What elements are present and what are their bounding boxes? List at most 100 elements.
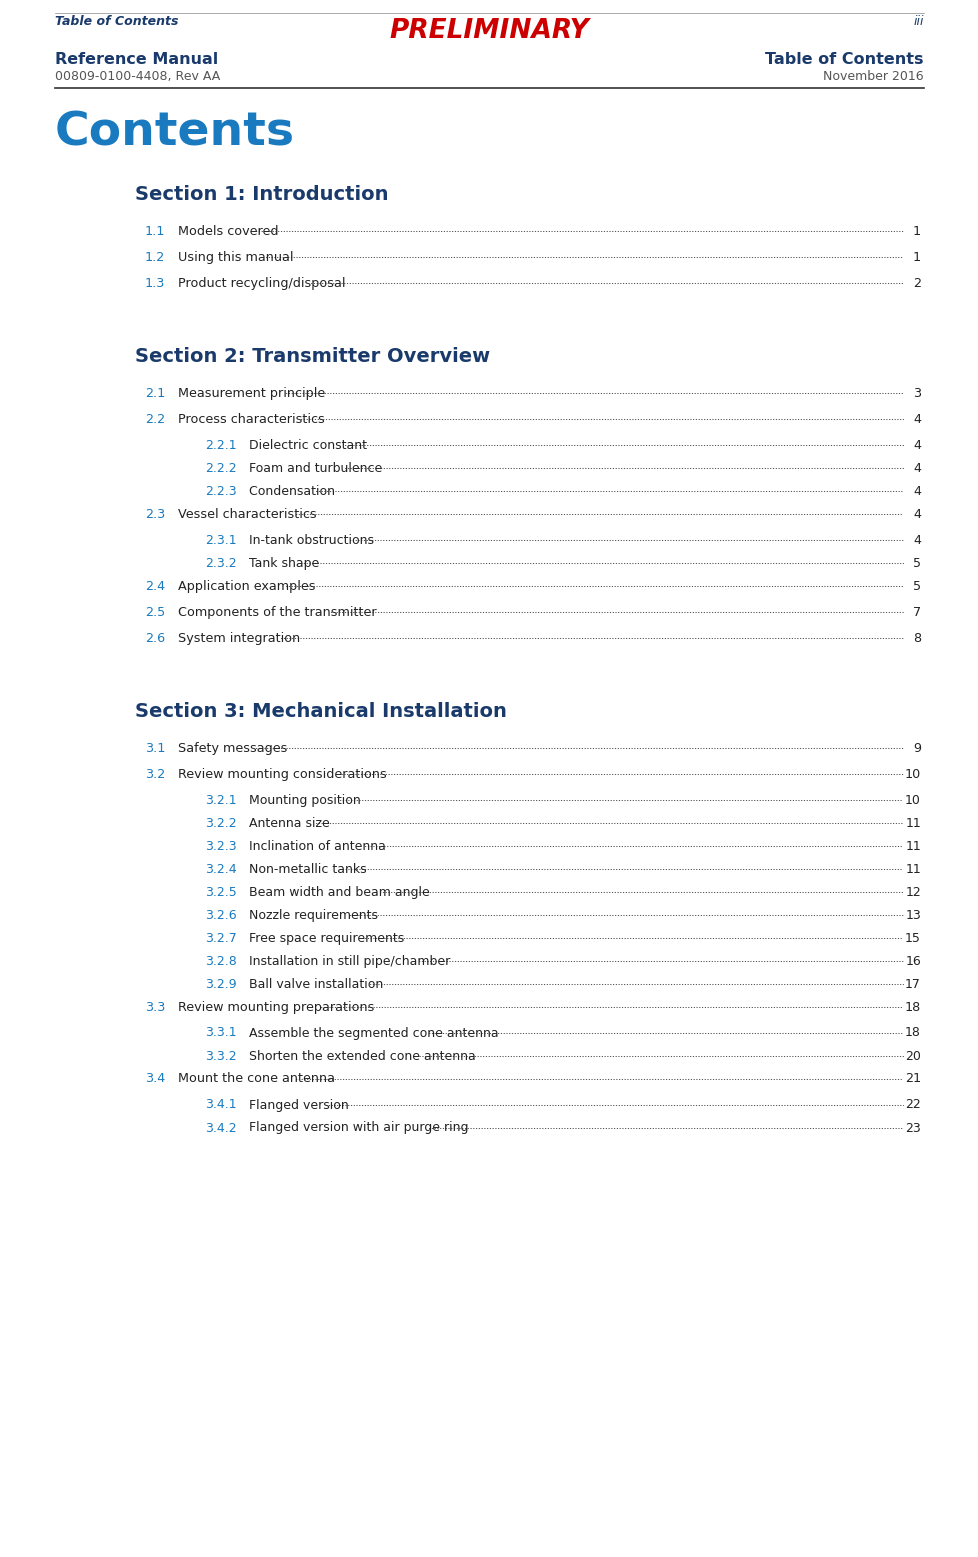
Text: Models covered: Models covered bbox=[178, 224, 283, 238]
Text: 1: 1 bbox=[911, 251, 920, 263]
Text: 1.3: 1.3 bbox=[145, 277, 165, 290]
Text: System integration: System integration bbox=[178, 632, 308, 645]
Text: Reference Manual: Reference Manual bbox=[55, 51, 218, 67]
Text: Dielectric constant: Dielectric constant bbox=[248, 439, 367, 452]
Text: 4: 4 bbox=[912, 439, 920, 452]
Text: Foam and turbulence: Foam and turbulence bbox=[248, 461, 381, 475]
Text: 3.3.2: 3.3.2 bbox=[204, 1049, 237, 1062]
Text: Section 2: Transmitter Overview: Section 2: Transmitter Overview bbox=[135, 347, 490, 366]
Text: 3.3.1: 3.3.1 bbox=[204, 1026, 237, 1040]
Text: 4: 4 bbox=[912, 413, 920, 425]
Text: 2.3.1: 2.3.1 bbox=[204, 534, 237, 547]
Text: 3.2.2: 3.2.2 bbox=[204, 816, 237, 830]
Text: 00809-0100-4408, Rev AA: 00809-0100-4408, Rev AA bbox=[55, 70, 220, 83]
Text: Product recycling/disposal: Product recycling/disposal bbox=[178, 277, 345, 290]
Text: 16: 16 bbox=[905, 954, 920, 967]
Text: 21: 21 bbox=[904, 1073, 920, 1085]
Text: 2.2.2: 2.2.2 bbox=[204, 461, 237, 475]
Text: 2.2: 2.2 bbox=[145, 413, 165, 425]
Text: Vessel characteristics: Vessel characteristics bbox=[178, 508, 321, 520]
Text: 3.4.1: 3.4.1 bbox=[204, 1099, 237, 1112]
Text: 3.1: 3.1 bbox=[145, 741, 165, 755]
Text: Ball valve installation: Ball valve installation bbox=[248, 978, 387, 990]
Text: Inclination of antenna: Inclination of antenna bbox=[248, 839, 389, 853]
Text: 1.2: 1.2 bbox=[145, 251, 165, 263]
Text: 4: 4 bbox=[912, 508, 920, 520]
Text: 3.2.8: 3.2.8 bbox=[204, 954, 237, 967]
Text: 11: 11 bbox=[905, 863, 920, 875]
Text: 2.2.3: 2.2.3 bbox=[204, 484, 237, 498]
Text: 9: 9 bbox=[912, 741, 920, 755]
Text: 22: 22 bbox=[905, 1099, 920, 1112]
Text: Nozzle requirements: Nozzle requirements bbox=[248, 908, 381, 922]
Text: 3.2.4: 3.2.4 bbox=[204, 863, 237, 875]
Text: 2.4: 2.4 bbox=[145, 579, 165, 593]
Text: Beam width and beam angle: Beam width and beam angle bbox=[248, 886, 433, 898]
Text: 18: 18 bbox=[905, 1026, 920, 1040]
Text: Tank shape: Tank shape bbox=[248, 556, 319, 570]
Text: iii: iii bbox=[912, 14, 923, 28]
Text: 18: 18 bbox=[904, 1001, 920, 1014]
Text: Shorten the extended cone antenna: Shorten the extended cone antenna bbox=[248, 1049, 475, 1062]
Text: Table of Contents: Table of Contents bbox=[55, 14, 178, 28]
Text: 11: 11 bbox=[905, 816, 920, 830]
Text: Components of the transmitter: Components of the transmitter bbox=[178, 606, 380, 618]
Text: 3.2.9: 3.2.9 bbox=[204, 978, 237, 990]
Text: 3.2.1: 3.2.1 bbox=[204, 794, 237, 807]
Text: Free space requirements: Free space requirements bbox=[248, 931, 404, 945]
Text: 13: 13 bbox=[905, 908, 920, 922]
Text: 3.4: 3.4 bbox=[145, 1073, 165, 1085]
Text: Section 1: Introduction: Section 1: Introduction bbox=[135, 185, 388, 204]
Text: 2.5: 2.5 bbox=[145, 606, 165, 618]
Text: In-tank obstructions: In-tank obstructions bbox=[248, 534, 374, 547]
Text: Non-metallic tanks: Non-metallic tanks bbox=[248, 863, 366, 875]
Text: Flanged version with air purge ring: Flanged version with air purge ring bbox=[248, 1121, 472, 1135]
Text: PRELIMINARY: PRELIMINARY bbox=[389, 19, 589, 44]
Text: 3.2.3: 3.2.3 bbox=[204, 839, 237, 853]
Text: Safety messages: Safety messages bbox=[178, 741, 288, 755]
Text: 4: 4 bbox=[912, 484, 920, 498]
Text: Application examples: Application examples bbox=[178, 579, 319, 593]
Text: 4: 4 bbox=[912, 534, 920, 547]
Text: 3.2.5: 3.2.5 bbox=[204, 886, 237, 898]
Text: Antenna size: Antenna size bbox=[248, 816, 333, 830]
Text: 3.3: 3.3 bbox=[145, 1001, 165, 1014]
Text: Mounting position: Mounting position bbox=[248, 794, 365, 807]
Text: Using this manual: Using this manual bbox=[178, 251, 293, 263]
Text: Assemble the segmented cone antenna: Assemble the segmented cone antenna bbox=[248, 1026, 502, 1040]
Text: 15: 15 bbox=[905, 931, 920, 945]
Text: 2.3: 2.3 bbox=[145, 508, 165, 520]
Text: 11: 11 bbox=[905, 839, 920, 853]
Text: 3.4.2: 3.4.2 bbox=[204, 1121, 237, 1135]
Text: 1.1: 1.1 bbox=[145, 224, 165, 238]
Text: 5: 5 bbox=[912, 556, 920, 570]
Text: 8: 8 bbox=[911, 632, 920, 645]
Text: Table of Contents: Table of Contents bbox=[765, 51, 923, 67]
Text: 2.3.2: 2.3.2 bbox=[204, 556, 237, 570]
Text: 3: 3 bbox=[911, 386, 920, 400]
Text: 1: 1 bbox=[911, 224, 920, 238]
Text: 12: 12 bbox=[905, 886, 920, 898]
Text: 7: 7 bbox=[911, 606, 920, 618]
Text: Mount the cone antenna: Mount the cone antenna bbox=[178, 1073, 338, 1085]
Text: November 2016: November 2016 bbox=[822, 70, 923, 83]
Text: Flanged version: Flanged version bbox=[248, 1099, 348, 1112]
Text: 2.6: 2.6 bbox=[145, 632, 165, 645]
Text: Contents: Contents bbox=[55, 111, 294, 156]
Text: 2.1: 2.1 bbox=[145, 386, 165, 400]
Text: Condensation: Condensation bbox=[248, 484, 338, 498]
Text: Installation in still pipe/chamber: Installation in still pipe/chamber bbox=[248, 954, 450, 967]
Text: Review mounting considerations: Review mounting considerations bbox=[178, 768, 390, 780]
Text: 3.2.6: 3.2.6 bbox=[204, 908, 237, 922]
Text: 17: 17 bbox=[905, 978, 920, 990]
Text: 23: 23 bbox=[905, 1121, 920, 1135]
Text: 2.2.1: 2.2.1 bbox=[204, 439, 237, 452]
Text: 2: 2 bbox=[912, 277, 920, 290]
Text: 3.2.7: 3.2.7 bbox=[204, 931, 237, 945]
Text: 10: 10 bbox=[904, 768, 920, 780]
Text: Section 3: Mechanical Installation: Section 3: Mechanical Installation bbox=[135, 702, 507, 721]
Text: 20: 20 bbox=[905, 1049, 920, 1062]
Text: 5: 5 bbox=[911, 579, 920, 593]
Text: 3.2: 3.2 bbox=[145, 768, 165, 780]
Text: Process characteristics: Process characteristics bbox=[178, 413, 329, 425]
